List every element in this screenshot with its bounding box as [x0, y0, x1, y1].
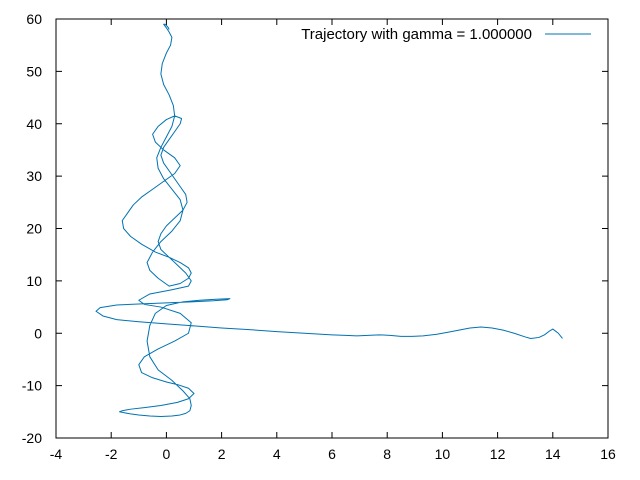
- y-tick-label: 10: [26, 273, 42, 289]
- x-tick-label: 10: [435, 446, 451, 462]
- x-tick-label: 16: [600, 446, 616, 462]
- y-tick-label: -10: [22, 378, 42, 394]
- series-line-0: [95, 23, 563, 418]
- y-tick-label: 20: [26, 221, 42, 237]
- legend: Trajectory with gamma = 1.000000: [301, 26, 591, 43]
- x-tick-label: 2: [218, 446, 226, 462]
- y-tick-label: 50: [26, 63, 42, 79]
- x-tick-label: 6: [328, 446, 336, 462]
- legend-entry-label: Trajectory with gamma = 1.000000: [301, 26, 532, 43]
- y-tick-label: 30: [26, 168, 42, 184]
- x-tick-label: -2: [105, 446, 118, 462]
- plot-frame: [55, 18, 609, 439]
- y-tick-label: 60: [26, 11, 42, 27]
- x-tick-label: 8: [383, 446, 391, 462]
- x-tick-label: 4: [273, 446, 281, 462]
- x-tick-label: 0: [163, 446, 171, 462]
- x-tick-label: 12: [490, 446, 506, 462]
- y-tick-label: -20: [22, 430, 42, 446]
- x-tick-label: 14: [545, 446, 561, 462]
- y-tick-label: 0: [34, 325, 42, 341]
- y-tick-label: 40: [26, 116, 42, 132]
- x-tick-label: -4: [50, 446, 63, 462]
- plot-region: [95, 23, 563, 418]
- axis-ticks: [55, 18, 609, 439]
